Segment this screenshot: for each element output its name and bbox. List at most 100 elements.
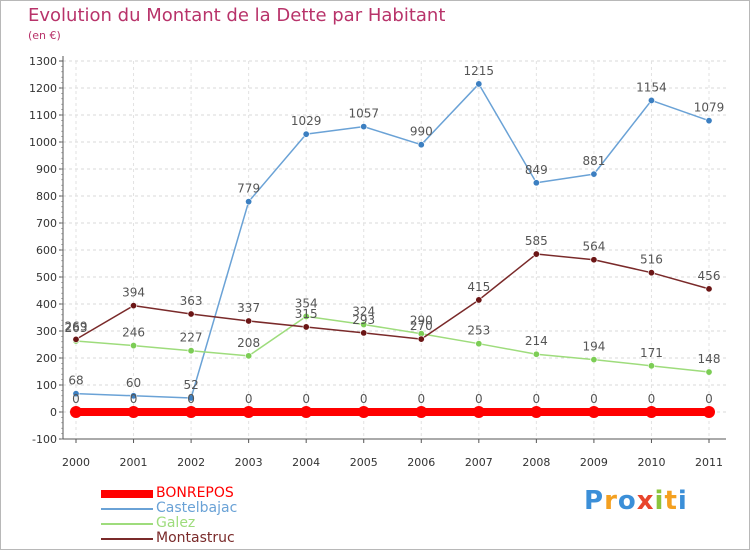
data-label-castelbajac: 779	[237, 182, 260, 196]
data-label-galez: 324	[352, 305, 375, 319]
data-label-bonrepos: 0	[72, 392, 80, 406]
data-point-castelbajac	[245, 198, 253, 206]
y-tick-label: 100	[36, 379, 57, 392]
data-point-galez	[130, 342, 138, 350]
data-label-galez: 214	[525, 334, 548, 348]
data-label-castelbajac: 1079	[694, 101, 725, 115]
data-point-castelbajac	[130, 392, 138, 400]
data-label-montastruc: 456	[698, 269, 721, 283]
data-label-montastruc: 585	[525, 234, 548, 248]
data-label-montastruc: 415	[467, 280, 490, 294]
data-point-galez	[532, 350, 540, 358]
data-label-bonrepos: 0	[187, 392, 195, 406]
data-point-bonrepos	[70, 406, 82, 418]
data-label-bonrepos: 0	[245, 392, 253, 406]
y-tick-label: 300	[36, 325, 57, 338]
data-point-galez	[590, 356, 598, 364]
data-point-montastruc	[417, 335, 425, 343]
data-point-galez	[245, 352, 253, 360]
legend-label-montastruc: Montastruc	[156, 530, 235, 546]
data-label-bonrepos: 0	[302, 392, 310, 406]
data-point-castelbajac	[590, 170, 598, 178]
data-label-montastruc: 516	[640, 253, 663, 267]
legend-label-galez: Galez	[156, 515, 196, 531]
data-label-montastruc: 394	[122, 286, 145, 300]
data-label-montastruc: 293	[352, 313, 375, 327]
data-label-galez: 253	[467, 324, 490, 338]
data-point-montastruc	[532, 250, 540, 258]
data-point-bonrepos	[185, 406, 198, 418]
logo-letter: r	[604, 486, 618, 516]
data-point-bonrepos	[587, 406, 600, 418]
y-tick-label: 1300	[29, 55, 57, 68]
data-point-montastruc	[360, 329, 368, 337]
data-label-bonrepos: 0	[648, 392, 656, 406]
x-tick-label: 2001	[120, 456, 148, 469]
x-tick-label: 2008	[522, 456, 550, 469]
logo-letter: o	[617, 486, 637, 516]
x-tick-label: 2011	[695, 456, 723, 469]
data-point-castelbajac	[532, 179, 540, 187]
data-label-montastruc: 315	[295, 307, 318, 321]
data-label-castelbajac: 1154	[636, 80, 667, 94]
series-line-castelbajac	[75, 83, 710, 399]
data-point-castelbajac	[475, 80, 483, 88]
legend-label-castelbajac: Castelbajac	[156, 500, 238, 516]
data-label-bonrepos: 0	[130, 392, 138, 406]
data-label-castelbajac: 52	[183, 378, 198, 392]
data-label-bonrepos: 0	[475, 392, 483, 406]
data-label-bonrepos: 0	[533, 392, 541, 406]
data-point-galez	[302, 312, 310, 320]
data-label-castelbajac: 1215	[464, 64, 495, 78]
legend-swatch-castelbajac	[101, 508, 153, 510]
data-point-castelbajac	[360, 123, 368, 131]
data-label-castelbajac: 60	[126, 376, 141, 390]
data-point-bonrepos	[703, 406, 715, 418]
data-point-bonrepos	[472, 406, 485, 418]
data-label-galez: 290	[410, 314, 433, 328]
data-point-bonrepos	[357, 406, 370, 418]
data-point-montastruc	[475, 296, 483, 304]
data-label-castelbajac: 990	[410, 125, 433, 139]
data-point-galez	[705, 368, 713, 376]
data-label-montastruc: 363	[180, 294, 203, 308]
legend-swatch-montastruc	[101, 538, 153, 540]
y-tick-label: 1100	[29, 109, 57, 122]
data-label-montastruc: 270	[410, 319, 433, 333]
series-line-montastruc	[75, 253, 710, 341]
data-point-galez	[187, 347, 195, 355]
x-tick-label: 2003	[235, 456, 263, 469]
data-point-castelbajac	[72, 390, 80, 398]
y-tick-label: 400	[36, 298, 57, 311]
data-label-montastruc: 337	[237, 301, 260, 315]
x-tick-label: 2002	[177, 456, 205, 469]
chart-unit: (en €)	[28, 29, 61, 42]
legend-swatch-bonrepos	[101, 490, 153, 498]
y-tick-label: 600	[36, 244, 57, 257]
logo-letter: P	[584, 486, 605, 516]
data-point-bonrepos	[645, 406, 658, 418]
data-point-bonrepos	[415, 406, 428, 418]
data-label-castelbajac: 1057	[348, 107, 379, 121]
x-tick-label: 2010	[637, 456, 665, 469]
y-tick-label: 0	[50, 406, 57, 419]
x-tick-label: 2006	[407, 456, 435, 469]
data-point-castelbajac	[302, 130, 310, 138]
data-point-castelbajac	[417, 141, 425, 149]
data-point-bonrepos	[300, 406, 313, 418]
x-tick-label: 2000	[62, 456, 90, 469]
data-label-galez: 354	[295, 296, 318, 310]
data-point-montastruc	[590, 256, 598, 264]
data-label-castelbajac: 1029	[291, 114, 322, 128]
proxiti-logo: Proxiti	[584, 486, 688, 516]
x-tick-label: 2005	[350, 456, 378, 469]
data-point-bonrepos	[530, 406, 543, 418]
y-tick-label: 1200	[29, 82, 57, 95]
x-tick-label: 2009	[580, 456, 608, 469]
legend-swatch-galez	[101, 523, 153, 525]
data-label-bonrepos: 0	[590, 392, 598, 406]
y-tick-label: 700	[36, 217, 57, 230]
data-label-bonrepos: 0	[705, 392, 713, 406]
